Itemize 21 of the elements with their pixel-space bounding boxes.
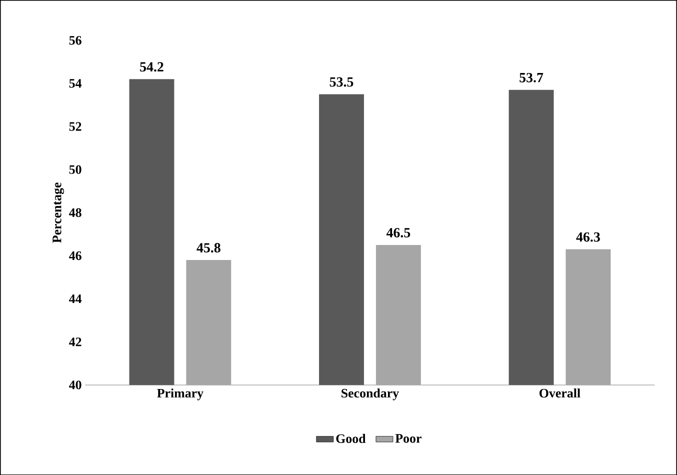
y-tick-label: 48 bbox=[69, 208, 82, 217]
data-label: 46.5 bbox=[386, 228, 410, 238]
y-tick-label: 46 bbox=[69, 251, 82, 260]
y-tick-label: 56 bbox=[69, 36, 82, 45]
legend-label: Good bbox=[336, 434, 366, 443]
y-tick-label: 40 bbox=[69, 380, 82, 390]
y-tick-label: 42 bbox=[69, 337, 82, 346]
x-tick-label: Overall bbox=[540, 388, 580, 398]
data-label: 46.3 bbox=[576, 232, 600, 242]
data-label: 54.2 bbox=[140, 62, 164, 72]
legend-label: Poor bbox=[395, 434, 422, 443]
data-label: 45.8 bbox=[196, 242, 220, 252]
data-label: 53.5 bbox=[330, 77, 354, 87]
data-label: 53.7 bbox=[520, 72, 544, 82]
y-tick-label: 54 bbox=[69, 78, 82, 88]
y-axis-title: Percentage bbox=[52, 182, 64, 243]
y-tick-label: 50 bbox=[69, 165, 82, 174]
x-tick-label: Primary bbox=[157, 388, 204, 400]
y-tick-label: 44 bbox=[69, 294, 82, 303]
y-tick-label: 52 bbox=[69, 122, 82, 131]
x-tick-label: Secondary bbox=[342, 388, 399, 400]
